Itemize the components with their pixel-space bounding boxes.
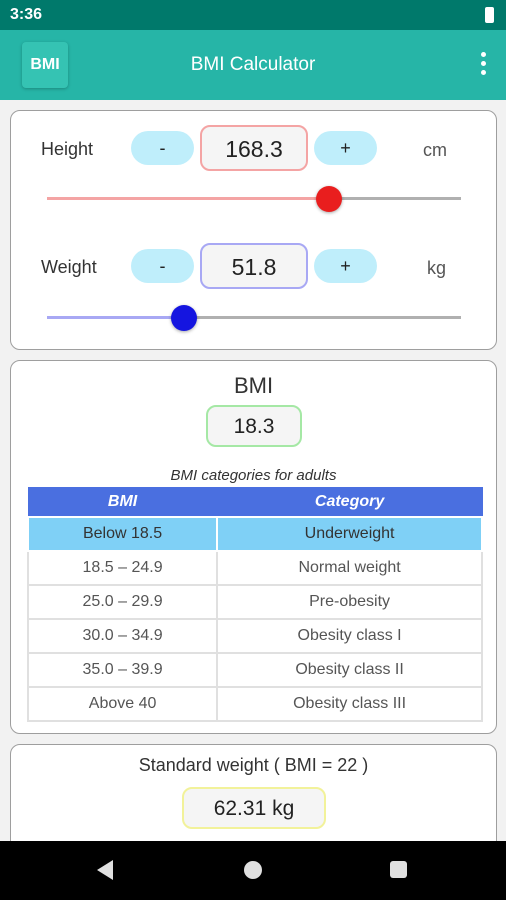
battery-icon [485,7,494,23]
table-header-bmi: BMI [27,487,218,517]
table-row: 25.0 – 29.9 Pre-obesity [26,583,483,620]
table-cell-bmi: 30.0 – 34.9 [26,617,219,654]
height-value[interactable]: 168.3 [200,125,308,171]
bmi-title: BMI [233,373,274,398]
table-cell-category: Obesity class II [216,651,483,688]
weight-label: Weight [41,257,97,277]
status-bar: 3:36 [0,0,506,30]
table-cell-category: Normal weight [216,549,483,586]
weight-value[interactable]: 51.8 [200,243,308,289]
weight-minus-button[interactable]: - [131,249,194,283]
table-header-category: Category [216,487,483,517]
more-vert-icon[interactable] [478,50,488,80]
app-bar: BMI BMI Calculator [0,30,506,100]
status-time: 3:36 [10,6,43,23]
height-plus-button[interactable]: + [314,131,377,165]
bmi-table: BMI Category Below 18.5 Underweight 18.5… [26,487,483,722]
standard-weight-title: Standard weight ( BMI = 22 ) [138,755,369,775]
table-cell-category: Pre-obesity [216,583,483,620]
navigation-bar [0,841,506,900]
table-row: 18.5 – 24.9 Normal weight [26,549,483,586]
height-slider-thumb[interactable] [315,186,342,212]
table-cell-category: Obesity class III [216,685,483,722]
home-icon[interactable] [244,861,262,879]
bmi-card: BMI 18.3 BMI categories for adults BMI C… [10,360,497,734]
bmi-table-caption: BMI categories for adults [170,467,337,484]
app-title: BMI Calculator [190,54,316,75]
table-cell-bmi: Above 40 [26,685,219,722]
height-unit: cm [423,140,447,160]
height-minus-button[interactable]: - [131,131,194,165]
weight-plus-button[interactable]: + [314,249,377,283]
table-cell-bmi: 35.0 – 39.9 [26,651,219,688]
app-logo: BMI [22,42,68,88]
bmi-value: 18.3 [206,405,302,447]
table-cell-bmi: Below 18.5 [26,515,219,552]
back-icon[interactable] [97,860,113,880]
weight-slider-thumb[interactable] [170,305,197,331]
input-card: Height - 168.3 + cm Weight - 51.8 + kg [10,110,497,350]
table-row: 35.0 – 39.9 Obesity class II [26,651,483,688]
table-row: 30.0 – 34.9 Obesity class I [26,617,483,654]
weight-unit: kg [427,258,447,278]
recent-apps-icon[interactable] [390,861,407,878]
table-row: Below 18.5 Underweight [26,515,483,552]
table-cell-category: Obesity class I [216,617,483,654]
weight-slider[interactable] [47,316,461,319]
height-slider-fill [47,197,329,200]
height-label: Height [41,139,94,159]
standard-weight-value: 62.31 kg [182,787,326,829]
table-row: Above 40 Obesity class III [26,685,483,722]
table-cell-bmi: 25.0 – 29.9 [26,583,219,620]
table-cell-bmi: 18.5 – 24.9 [26,549,219,586]
table-cell-category: Underweight [216,515,483,552]
weight-slider-fill [47,316,184,319]
